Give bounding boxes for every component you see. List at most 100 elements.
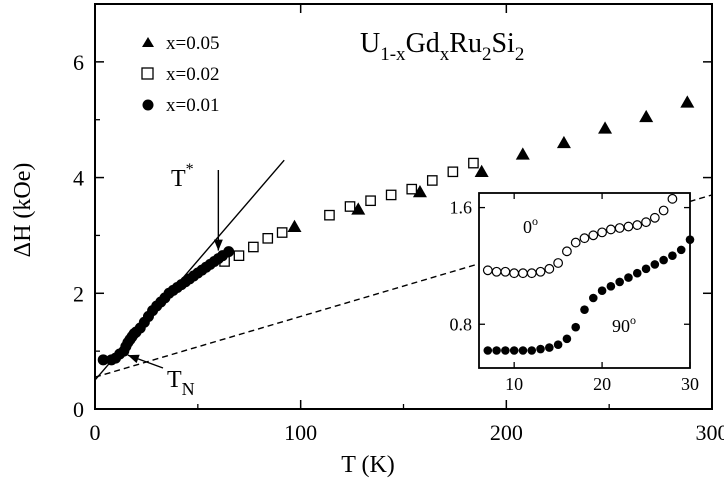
- tstar-arrow-head: [213, 239, 223, 251]
- inset-point-90deg: [650, 260, 660, 269]
- legend-marker-square: [141, 67, 154, 80]
- inset-point-0deg: [597, 227, 607, 238]
- point-x002: [276, 227, 288, 238]
- tn-arrow-head: [127, 354, 140, 364]
- inset-point-90deg: [588, 293, 598, 303]
- inset-y-tick-label: 0.8: [450, 314, 473, 334]
- inset-point-0deg: [570, 237, 581, 248]
- inset-point-90deg: [527, 346, 537, 355]
- point-x002: [344, 201, 356, 212]
- inset-label-0deg: 0o: [523, 214, 538, 237]
- inset-point-90deg: [562, 334, 572, 344]
- legend: x=0.05 x=0.02 x=0.01: [141, 33, 219, 116]
- inset-point-0deg: [614, 223, 625, 233]
- inset-axis-ticks: 10 20 30 0.8 1.6: [450, 193, 699, 394]
- inset-point-0deg: [605, 224, 616, 235]
- inset-point-90deg: [668, 251, 677, 261]
- point-x005: [598, 121, 613, 134]
- point-x002: [447, 166, 459, 178]
- inset-label-90deg: 90o: [612, 313, 636, 336]
- annotation-tstar: T*: [171, 161, 194, 192]
- inset-point-0deg: [482, 265, 493, 276]
- inset-point-90deg: [509, 346, 519, 355]
- point-x002: [426, 175, 438, 186]
- inset-point-0deg: [526, 268, 537, 279]
- inset-y-tick-label: 1.6: [450, 198, 473, 218]
- main-axis-ticks: 0 100 200 300 0 2 4 6: [73, 4, 724, 445]
- inset-point-0deg: [491, 266, 502, 277]
- x-axis-title: T (K): [341, 452, 395, 478]
- point-x002: [365, 195, 376, 207]
- y-tick-label: 0: [73, 397, 84, 422]
- inset-point-90deg: [597, 286, 607, 296]
- inset-point-90deg: [632, 268, 642, 278]
- inset-point-0deg: [544, 263, 555, 274]
- inset-point-90deg: [685, 235, 695, 244]
- x-tick-label: 100: [284, 420, 317, 445]
- point-x002: [385, 189, 397, 201]
- inset-point-90deg: [659, 255, 668, 265]
- point-x002: [468, 157, 479, 169]
- inset-point-0deg: [562, 246, 572, 257]
- point-x001: [97, 354, 109, 366]
- inset-point-90deg: [501, 346, 510, 355]
- annotation-tn: TN: [167, 367, 195, 399]
- point-x002: [324, 209, 335, 221]
- point-x005: [680, 95, 695, 108]
- point-x005: [515, 147, 530, 160]
- inset-point-90deg: [571, 322, 581, 332]
- legend-label-x002: x=0.02: [166, 64, 219, 85]
- inset-point-0deg: [588, 230, 599, 241]
- y-tick-label: 6: [73, 50, 84, 75]
- inset-point-90deg: [545, 343, 554, 352]
- dashed-fit-line: [94, 194, 713, 378]
- inset-point-90deg: [676, 245, 686, 255]
- inset-point-0deg: [667, 193, 678, 204]
- inset-x-tick-label: 30: [681, 374, 699, 394]
- y-tick-label: 2: [73, 281, 84, 306]
- point-x005: [556, 135, 571, 149]
- point-x005: [639, 109, 654, 123]
- y-tick-label: 4: [73, 166, 84, 191]
- inset-x-tick-label: 20: [593, 374, 611, 394]
- inset-point-0deg: [623, 221, 634, 232]
- inset-point-0deg: [579, 233, 590, 244]
- chart-title: U1-xGdxRu2Si2: [360, 28, 524, 65]
- inset-point-0deg: [518, 268, 528, 279]
- inset-point-0deg: [649, 212, 660, 223]
- inset-point-0deg: [553, 258, 564, 268]
- inset-point-90deg: [624, 273, 633, 282]
- point-x002: [406, 183, 418, 195]
- main-data-points: [97, 95, 695, 366]
- inset-point-90deg: [641, 264, 651, 274]
- point-x002: [248, 241, 259, 253]
- annotation-arrows: [127, 170, 223, 369]
- point-x002: [262, 232, 274, 244]
- legend-marker-triangle: [142, 37, 154, 47]
- x-tick-label: 200: [490, 420, 523, 445]
- legend-marker-circle: [142, 99, 154, 111]
- point-x001: [223, 246, 235, 258]
- inset-x-tick-label: 10: [505, 374, 523, 394]
- inset-point-90deg: [580, 305, 589, 314]
- inset-point-0deg: [535, 266, 546, 277]
- legend-label-x005: x=0.05: [166, 33, 219, 54]
- point-x005: [287, 219, 302, 232]
- point-x005: [474, 164, 489, 178]
- x-tick-label: 0: [90, 420, 101, 445]
- inset-point-90deg: [536, 344, 545, 354]
- inset-point-0deg: [641, 217, 651, 228]
- inset-point-90deg: [483, 346, 493, 355]
- inset-point-0deg: [509, 268, 520, 279]
- inset-point-90deg: [553, 340, 563, 349]
- inset-point-0deg: [500, 266, 511, 277]
- x-tick-label: 300: [696, 420, 724, 445]
- inset-point-90deg: [606, 282, 616, 291]
- inset-point-0deg: [632, 220, 643, 230]
- inset-point-90deg: [615, 277, 624, 287]
- y-axis-title: ΔH (kOe): [10, 163, 36, 258]
- inset-point-0deg: [658, 205, 669, 216]
- inset-data-points: [482, 193, 695, 355]
- point-x002: [233, 250, 245, 262]
